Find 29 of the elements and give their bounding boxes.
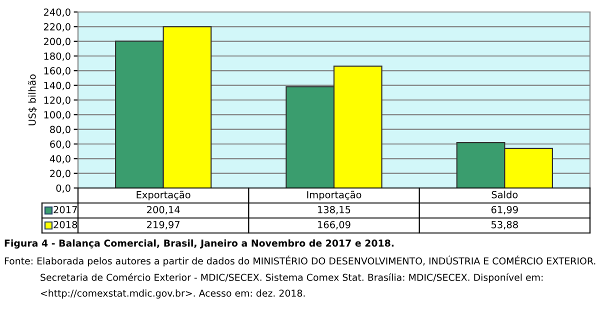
- x-tick-label: Exportação: [136, 190, 190, 200]
- x-tick-label: Saldo: [492, 190, 518, 198]
- y-tick-label: 220,0: [44, 23, 70, 32]
- data-label: 219,97: [147, 220, 180, 230]
- data-label: 166,09: [318, 220, 350, 230]
- y-tick-label: 200,0: [44, 38, 70, 46]
- text: <http://comexstat.mdic.gov.br>. Acesso em: dez. 2018.: [41, 289, 305, 299]
- legend-label: 2018: [54, 220, 78, 228]
- y-tick-label: 160,0: [44, 67, 70, 76]
- data-label: 61,99: [491, 206, 518, 214]
- data-label: 200,14: [147, 206, 180, 214]
- y-tick-label: 100,0: [44, 111, 70, 120]
- x-tick-label: Importação: [307, 190, 362, 200]
- y-tick-label: 140,0: [44, 82, 70, 90]
- y-tick-label: 20,0: [50, 170, 70, 178]
- source-note: Fonte: Elaborada pelos autores a partir de dados do MINISTÉRIO DO DESENVOLVIMENTO, INDÚSTRIA E COMÉRCIO EXTERIOR.: [4, 256, 596, 266]
- data-label: 138,15: [318, 206, 350, 214]
- data-label: 53,88: [492, 220, 518, 230]
- y-axis-title: US$ bilhão: [28, 74, 38, 126]
- y-tick-label: 40,0: [50, 155, 70, 164]
- y-tick-label: 240,0: [44, 8, 70, 17]
- y-tick-label: 180,0: [44, 52, 70, 61]
- y-tick-label: 80,0: [50, 126, 70, 134]
- y-tick-label: 120,0: [44, 96, 70, 105]
- text: Figura 4 - Balança Comercial, Brasil, Janeiro a Novembro de 2017 e 2018.: [4, 239, 394, 249]
- y-tick-label: 60,0: [50, 140, 70, 149]
- legend-label: 2017: [54, 206, 77, 214]
- text: Secretaria de Comércio Exterior - MDIC/SECEX. Sistema Comex Stat. Brasília: MDIC/SECEX. Disponível em:: [40, 273, 543, 283]
- y-tick-label: 0,0: [56, 184, 70, 193]
